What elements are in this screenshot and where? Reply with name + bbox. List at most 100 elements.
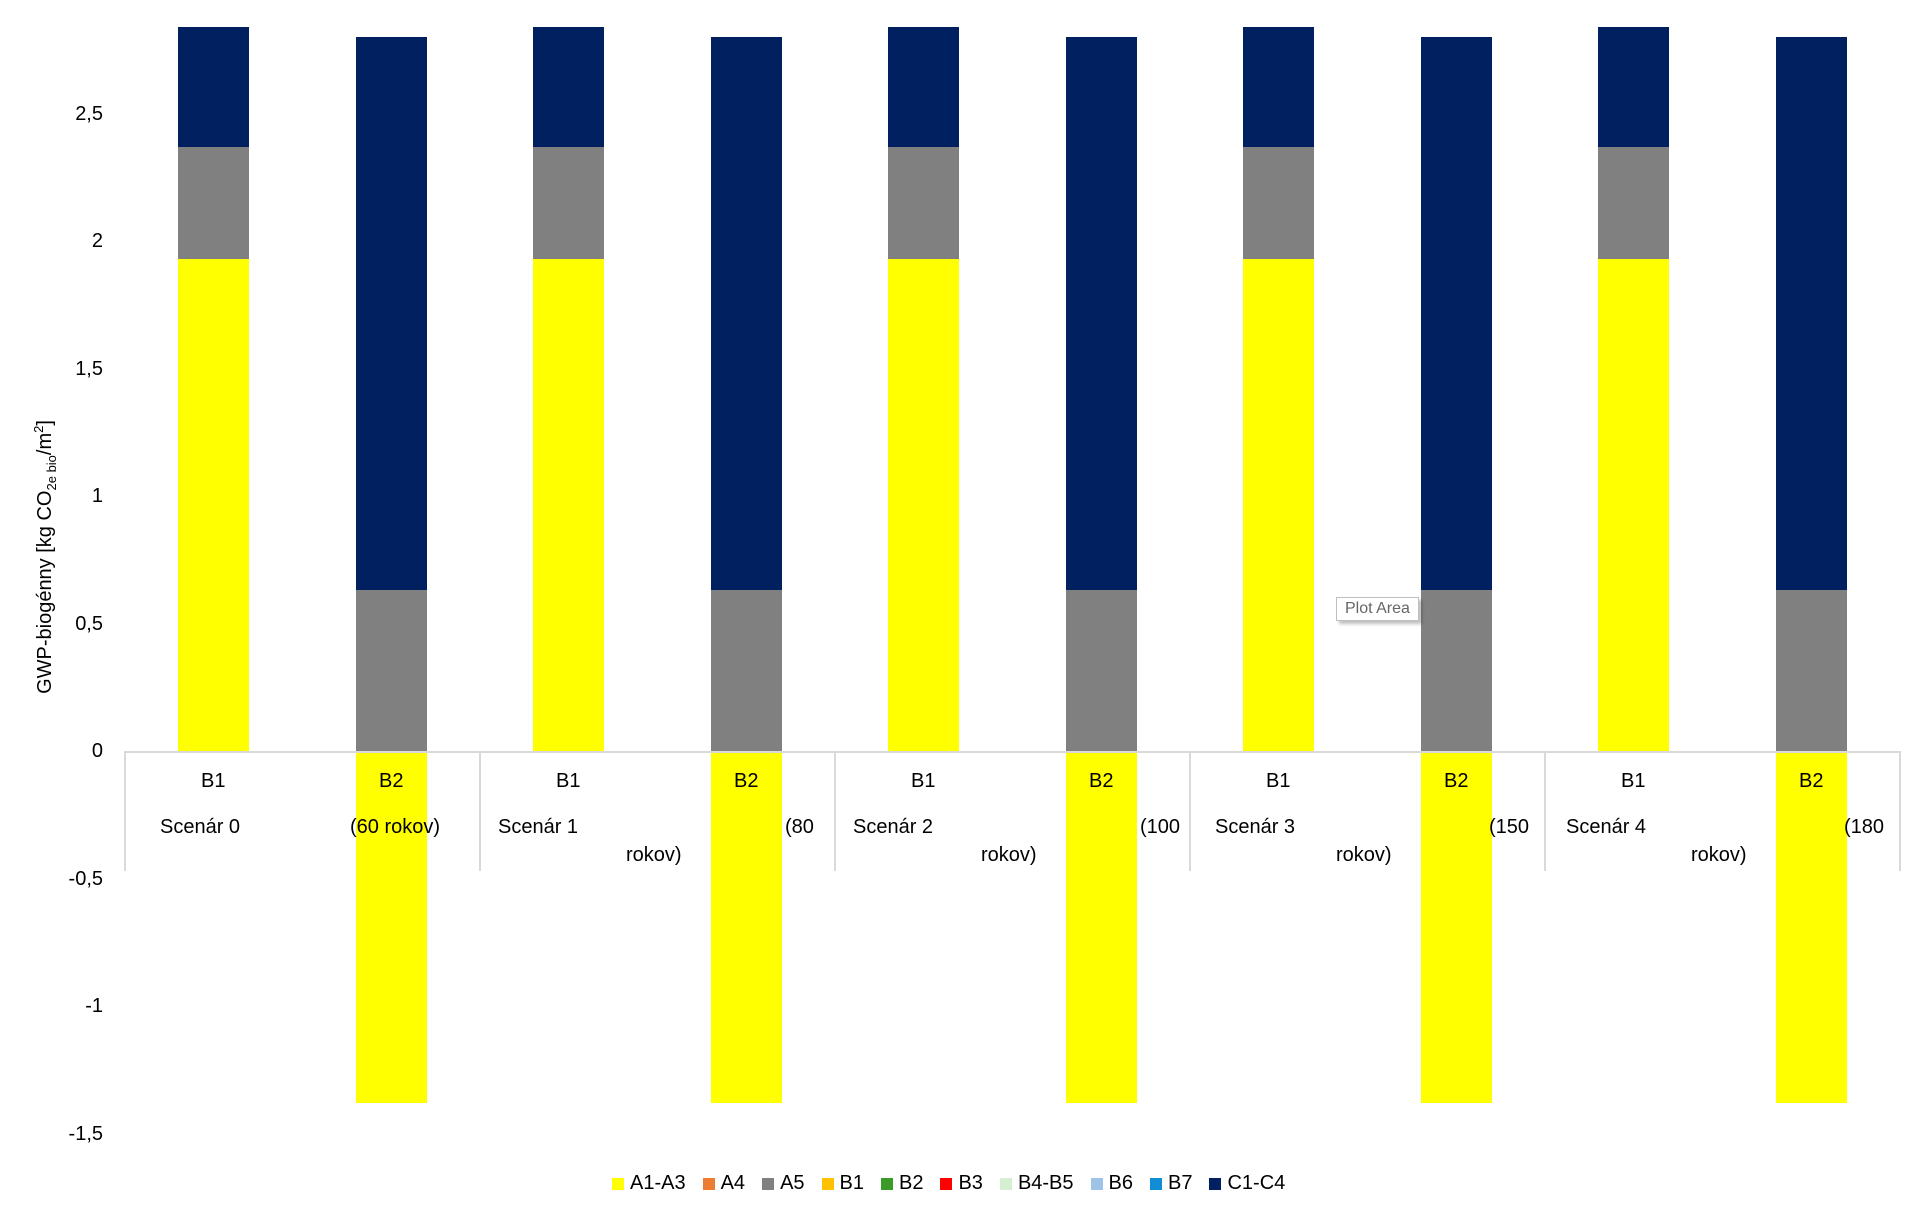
bar-segment-a5[interactable] [356,590,427,751]
legend-item-c1-c4[interactable]: C1-C4 [1209,1172,1285,1195]
y-tick-label: 1,5 [75,357,103,380]
y-tick-label: 2,5 [75,102,103,125]
bar-segment-a5[interactable] [1066,590,1137,751]
category-divider [834,751,836,871]
x-axis-line [125,751,1900,753]
legend-swatch-icon [1209,1177,1222,1190]
legend-swatch-icon [762,1177,775,1190]
legend-label: B4-B5 [1017,1172,1074,1194]
bar-segment-a5[interactable] [1243,146,1314,259]
bar-segment-a1-a3[interactable] [1776,751,1847,1103]
bar-segment-a1-a3[interactable] [1421,751,1492,1103]
bar-segment-a5[interactable] [178,146,249,259]
category-divider [124,751,126,871]
bar-segment-a1-a3[interactable] [356,751,427,1103]
legend: A1-A3 A4 A5 B1 B2 B3 B4-B5 B6 B7 C1-C4 [612,1172,1302,1195]
bar-segment-c1-c4[interactable] [533,26,604,147]
bar-segment-a5[interactable] [1598,146,1669,259]
bar-segment-a1-a3[interactable] [533,258,604,751]
sub-category-label-b1: B1 [1266,770,1291,792]
category-divider [1189,751,1191,871]
group-label-years: (60 rokov) [350,816,441,838]
category-divider [479,751,481,871]
bar-segment-a5[interactable] [711,590,782,751]
legend-item-b7[interactable]: B7 [1150,1172,1192,1195]
group-label-years: (150 [1489,816,1530,838]
bar-segment-c1-c4[interactable] [1066,37,1137,591]
legend-item-a1-a3[interactable]: A1-A3 [612,1172,686,1195]
group-label-years: (180 [1844,816,1885,838]
bar-segment-c1-c4[interactable] [1776,37,1847,591]
bar-segment-a1-a3[interactable] [1243,258,1314,751]
legend-label: C1-C4 [1227,1172,1286,1194]
bar-segment-a1-a3[interactable] [888,258,959,751]
bar-segment-c1-c4[interactable] [178,26,249,147]
legend-label: A5 [780,1172,805,1194]
sub-category-label-b1: B1 [201,770,226,792]
plot-area-tooltip: Plot Area [1336,597,1419,621]
legend-swatch-icon [612,1177,624,1190]
category-divider [1899,751,1901,871]
legend-swatch-icon [1090,1177,1103,1190]
bar-segment-a5[interactable] [1776,590,1847,751]
bar-segment-c1-c4[interactable] [1598,26,1669,147]
group-label: Scenár 3 [1215,816,1296,838]
legend-item-b2[interactable]: B2 [881,1172,923,1195]
legend-swatch-icon [1150,1177,1162,1190]
group-label-years-cont: rokov) [981,844,1037,866]
bar-segment-c1-c4[interactable] [356,37,427,591]
group-label: Scenár 2 [853,816,934,838]
y-tick-label: -1,5 [68,1122,103,1145]
bar-segment-a1-a3[interactable] [1598,258,1669,751]
group-label-years: (80 [785,816,814,838]
sub-category-label-b2: B2 [1799,770,1824,792]
sub-category-label-b2: B2 [1444,770,1469,792]
legend-swatch-icon [821,1177,834,1190]
y-tick-label: 0 [91,740,103,762]
legend-item-b4-b5[interactable]: B4-B5 [999,1172,1074,1195]
legend-item-a5[interactable]: A5 [762,1172,805,1195]
legend-item-b1[interactable]: B1 [821,1172,864,1195]
y-tick-label: 1 [91,485,103,507]
sub-category-label-b2: B2 [379,770,404,792]
sub-category-label-b1: B1 [1621,770,1646,792]
bar-segment-a1-a3[interactable] [178,258,249,751]
legend-item-b6[interactable]: B6 [1090,1172,1133,1195]
group-label: Scenár 4 [1566,816,1647,838]
legend-label: B7 [1168,1172,1193,1194]
group-label-years: (100 [1140,816,1181,838]
category-divider [1544,751,1546,871]
y-tick-label: 2 [91,230,103,252]
y-tick-label: 0,5 [75,612,103,635]
legend-swatch-icon [881,1177,893,1190]
bar-segment-c1-c4[interactable] [1243,26,1314,147]
legend-label: A4 [720,1172,746,1194]
legend-item-b3[interactable]: B3 [940,1172,983,1195]
bar-segment-a1-a3[interactable] [1066,751,1137,1103]
legend-label: B3 [958,1172,983,1194]
sub-category-label-b2: B2 [734,770,759,792]
sub-category-label-b1: B1 [911,770,936,792]
y-tick-label: -0,5 [68,867,103,890]
bar-segment-a5[interactable] [533,146,604,259]
legend-item-a4[interactable]: A4 [702,1172,746,1195]
bar-segment-c1-c4[interactable] [711,37,782,591]
sub-category-label-b2: B2 [1089,770,1114,792]
bar-segment-a5[interactable] [1421,590,1492,751]
sub-category-label-b1: B1 [556,770,581,792]
group-label-years-cont: rokov) [1336,844,1392,866]
group-label-years-cont: rokov) [1691,844,1747,866]
legend-swatch-icon [702,1177,715,1190]
bar-segment-a1-a3[interactable] [711,751,782,1103]
bar-segment-c1-c4[interactable] [888,26,959,147]
y-tick-label: -1 [85,995,103,1017]
bar-segment-a5[interactable] [888,146,959,259]
y-axis-title: GWP-biogénny [kg CO2e bio/m2] [31,420,59,694]
group-label: Scenár 0 [160,816,241,838]
group-label: Scenár 1 [498,816,579,838]
legend-label: A1-A3 [630,1172,686,1194]
bar-segment-c1-c4[interactable] [1421,37,1492,591]
group-label-years-cont: rokov) [626,844,682,866]
legend-label: B1 [839,1172,864,1194]
legend-swatch-icon [940,1177,953,1190]
